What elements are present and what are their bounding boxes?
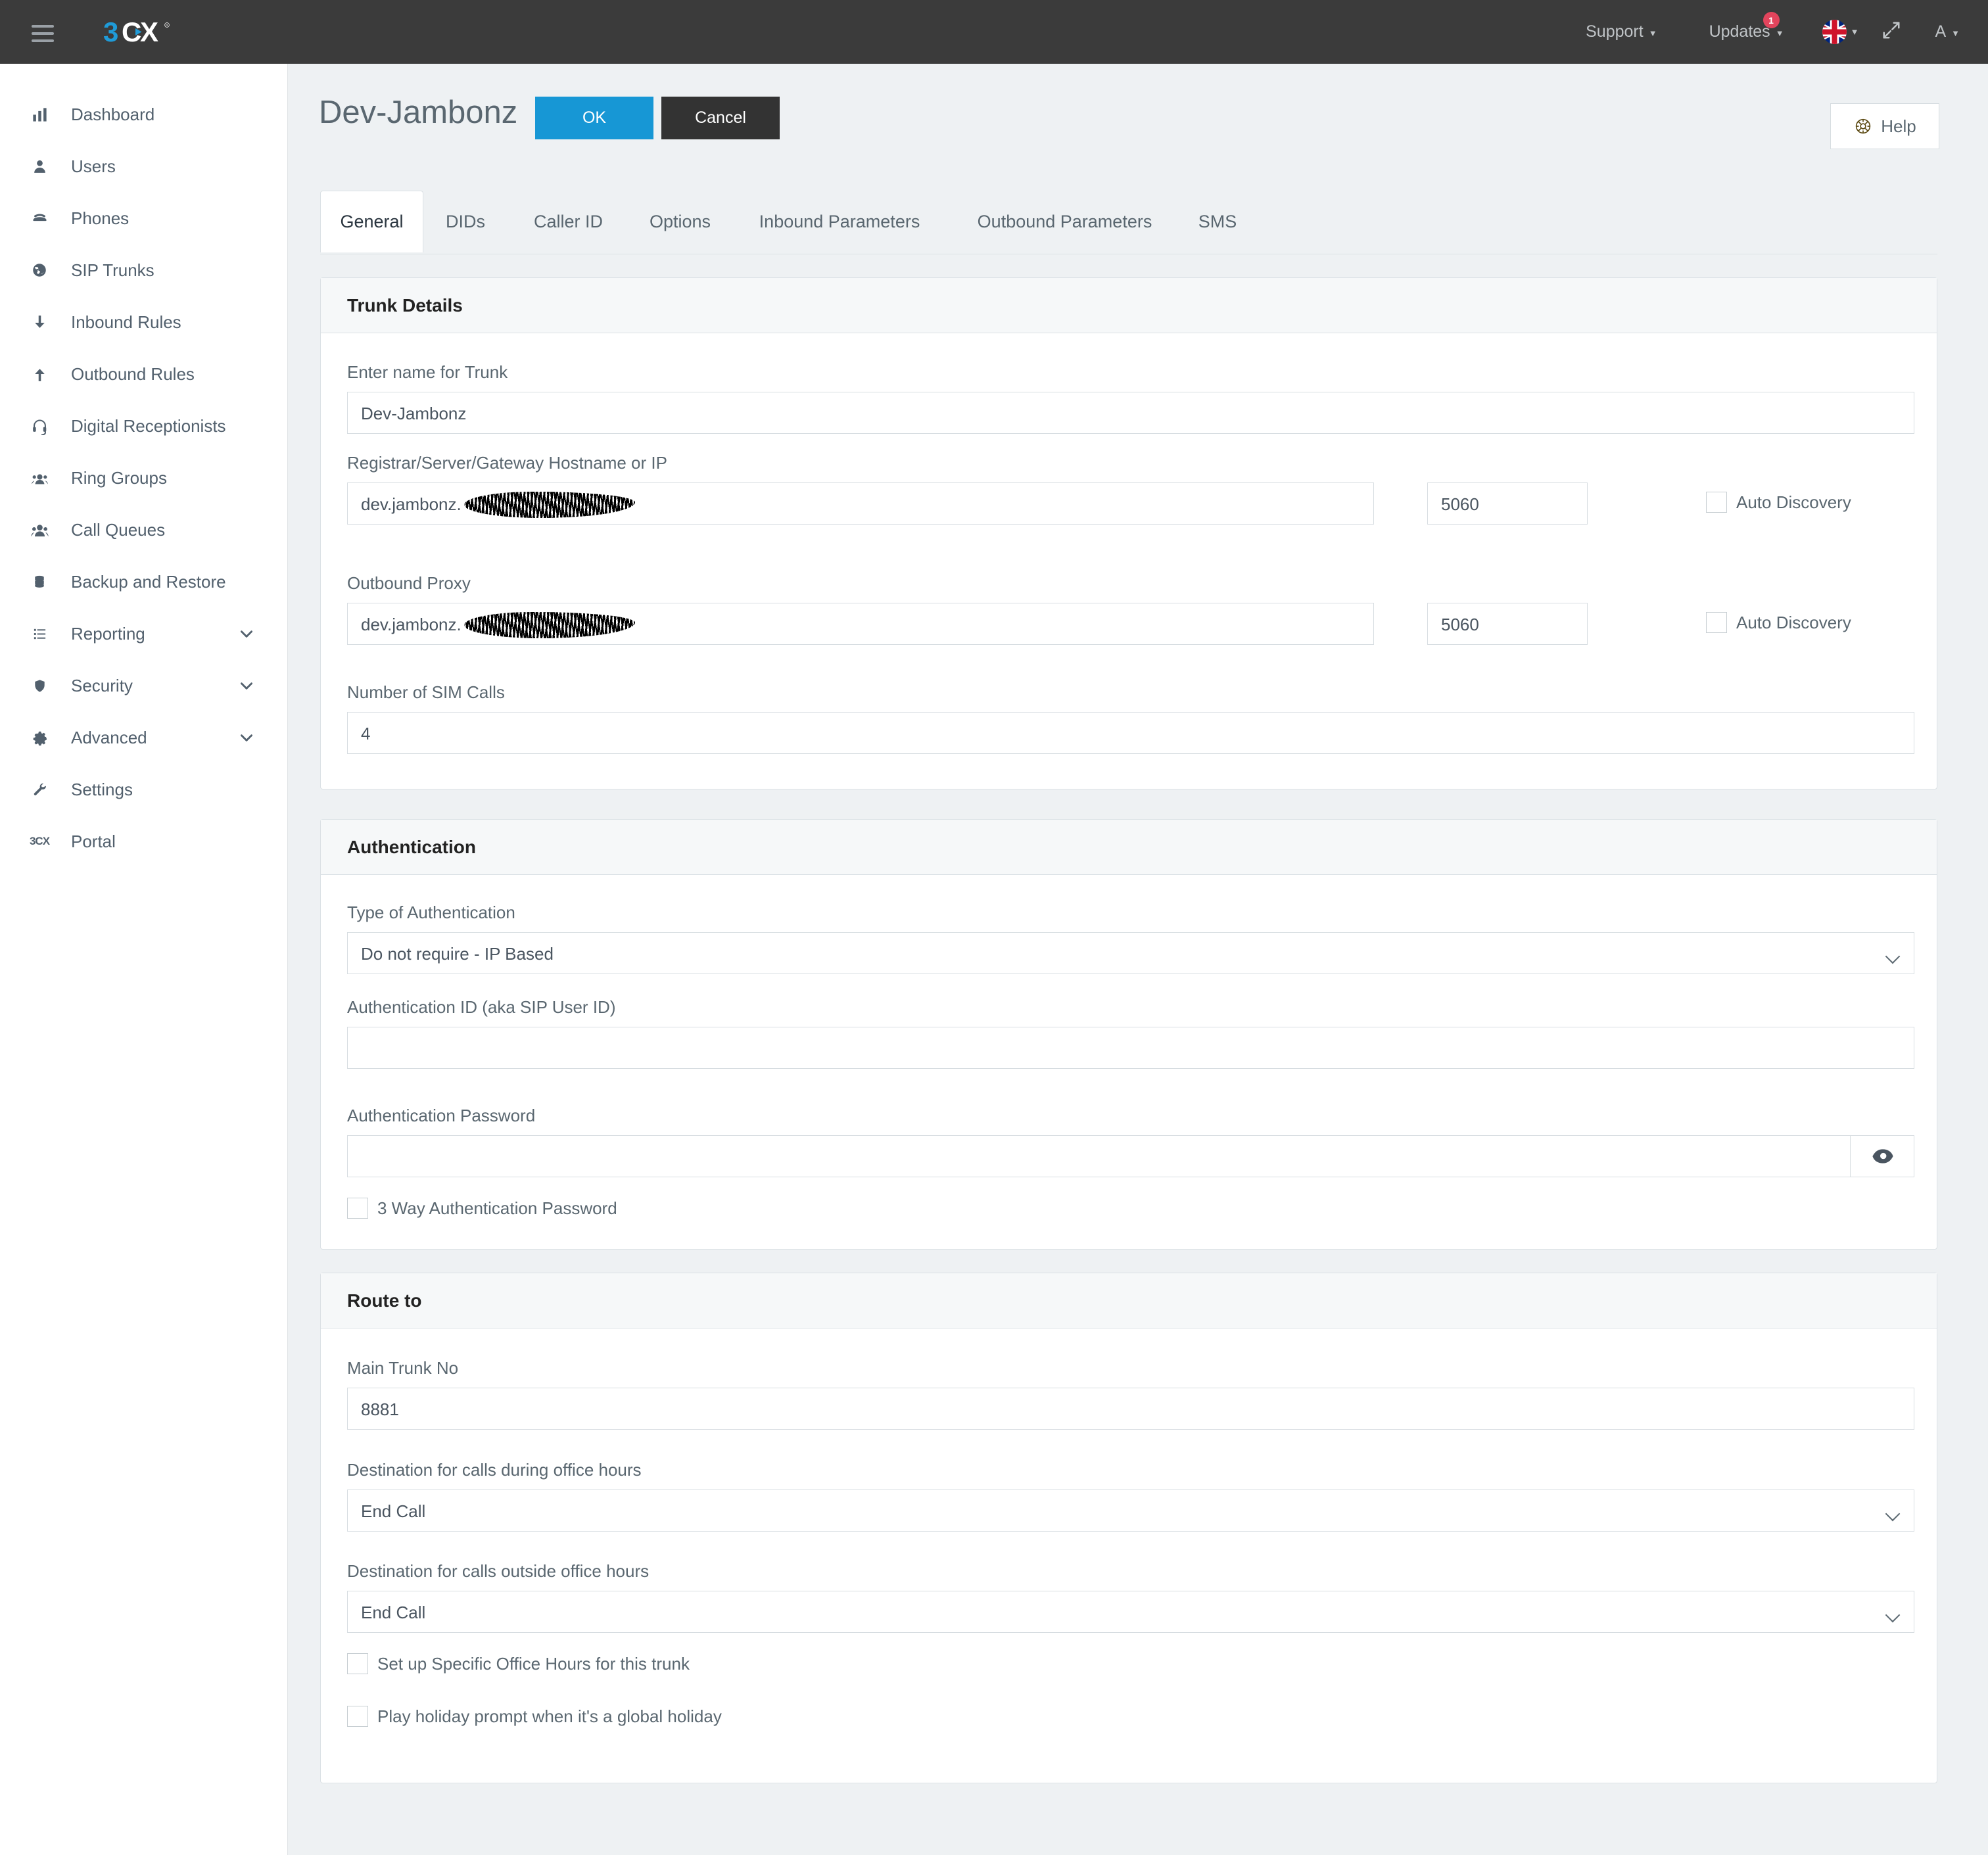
svg-text:X: X [140,16,158,47]
svg-text:R: R [166,24,168,27]
svg-text:3: 3 [103,16,118,47]
